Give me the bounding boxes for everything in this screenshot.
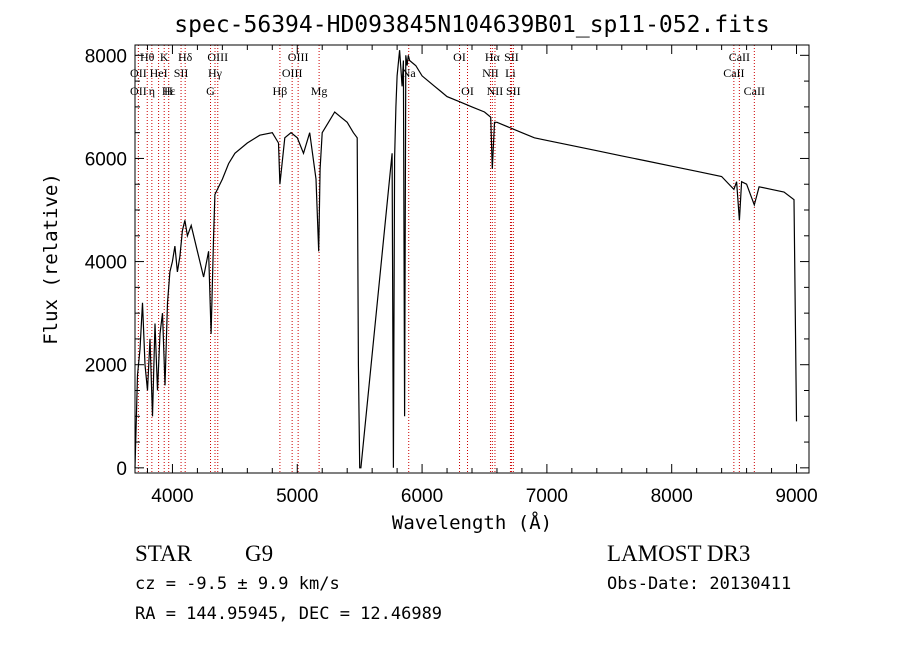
- y-tick-label: 2000: [85, 356, 127, 377]
- y-tick-label: 6000: [85, 149, 127, 170]
- x-tick-label: 6000: [401, 486, 443, 507]
- line-id-label: H: [164, 84, 173, 98]
- chart-title: spec-56394-HD093845N104639B01_sp11-052.f…: [174, 12, 769, 38]
- line-id-label: SII: [506, 84, 521, 98]
- line-id-label: OI: [453, 50, 466, 64]
- x-axis: 4000 5000 6000 7000 8000 9000: [146, 45, 818, 507]
- line-marker-group: [137, 45, 755, 473]
- line-id-label: G: [206, 84, 215, 98]
- line-id-label: SII: [504, 50, 519, 64]
- line-id-label: NII: [487, 84, 504, 98]
- line-id-label: SII: [174, 66, 189, 80]
- y-axis: 0 2000 4000 6000 8000: [85, 46, 809, 480]
- line-id-label: Hβ: [273, 84, 288, 98]
- line-id-label: OIII: [207, 50, 228, 64]
- line-id-label: HeI: [150, 66, 168, 80]
- redshift-text: cz = -9.5 ± 9.9 km/s: [135, 574, 340, 594]
- survey-name: LAMOST DR3: [607, 541, 750, 566]
- spectrum-line: [134, 50, 798, 469]
- line-id-label: OI: [461, 84, 474, 98]
- line-id-label: CaII: [729, 50, 750, 64]
- line-id-label: OIII: [288, 50, 309, 64]
- line-id-label: NII: [482, 66, 499, 80]
- line-id-label: CaII: [723, 66, 744, 80]
- line-id-label: K: [160, 50, 169, 64]
- x-tick-label: 8000: [651, 486, 693, 507]
- plot-frame: [134, 44, 810, 474]
- x-tick-label: 5000: [276, 486, 318, 507]
- object-type: STAR: [135, 541, 193, 566]
- y-tick-label: 8000: [85, 46, 127, 67]
- line-id-label: OIII: [282, 66, 303, 80]
- y-tick-label: 4000: [85, 253, 127, 274]
- y-axis-label: Flux (relative): [40, 173, 62, 345]
- radec-text: RA = 144.95945, DEC = 12.46989: [135, 604, 442, 624]
- object-subclass: G9: [245, 541, 273, 566]
- x-axis-label: Wavelength (Å): [392, 511, 552, 534]
- x-tick-label: 4000: [151, 486, 193, 507]
- obs-date-text: Obs-Date: 20130411: [607, 574, 791, 594]
- line-id-label: Hδ: [178, 50, 193, 64]
- line-id-label: Hε: [162, 84, 176, 98]
- line-id-label: OII: [130, 66, 147, 80]
- line-id-label: Mg: [311, 84, 328, 98]
- line-id-label: CaII: [744, 84, 765, 98]
- x-tick-label: 9000: [775, 486, 817, 507]
- line-id-label: Hθ: [140, 50, 155, 64]
- line-id-label: OII: [130, 84, 147, 98]
- line-id-label: Hγ: [208, 66, 223, 80]
- line-id-label: Li: [505, 66, 516, 80]
- x-tick-label: 7000: [526, 486, 568, 507]
- line-id-group: Hθ OII OII K Hδ HeI SII Hεη H OIII Hγ G OIII OIII Hβ Mg…: [130, 50, 765, 98]
- line-id-label: η: [149, 84, 155, 98]
- line-id-label: Hα: [485, 50, 501, 64]
- y-tick-label: 0: [116, 459, 127, 480]
